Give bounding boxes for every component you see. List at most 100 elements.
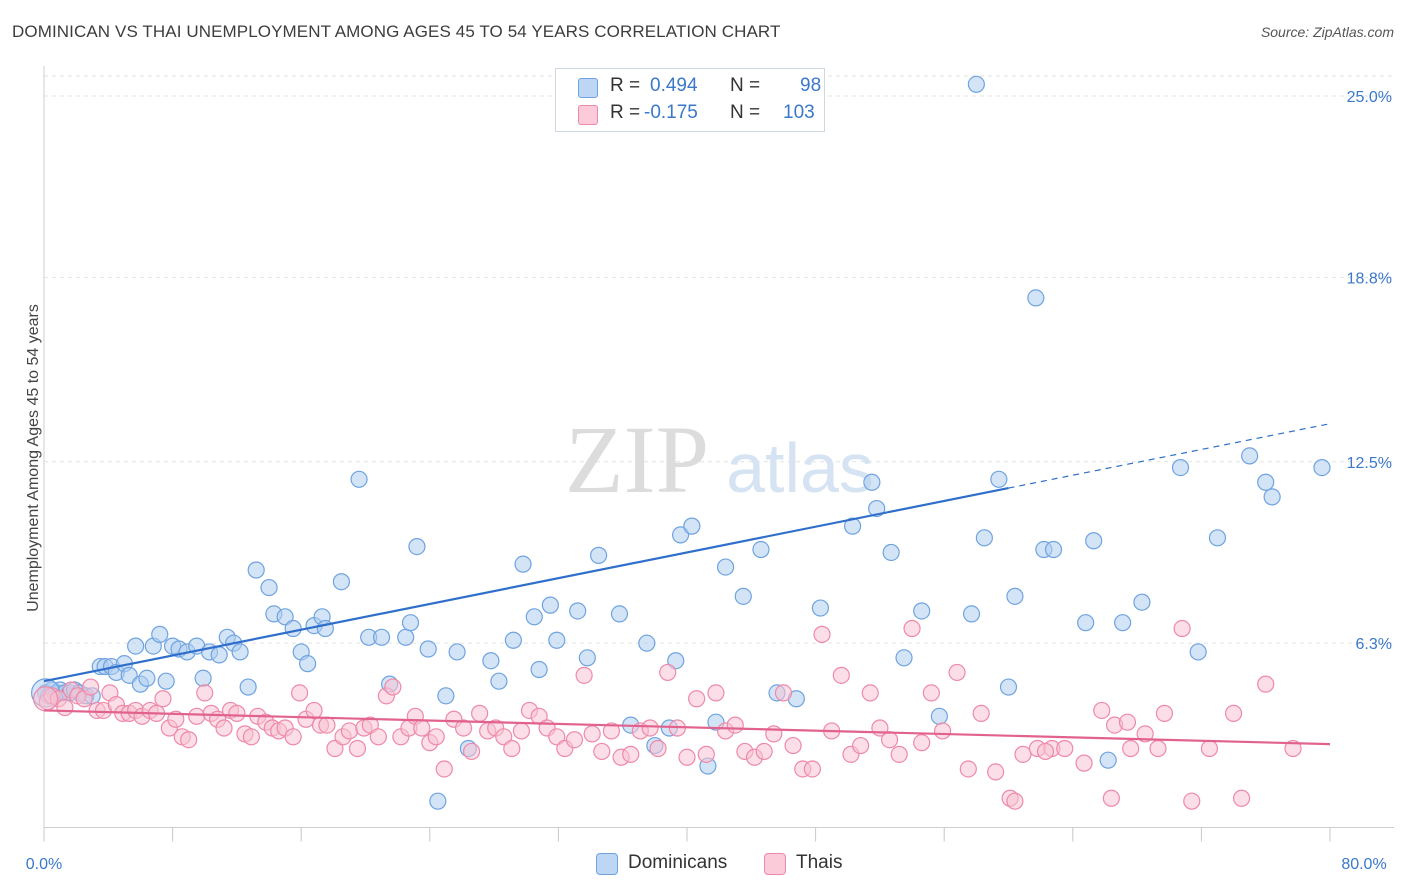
thais-point xyxy=(707,684,725,702)
dominicans-point xyxy=(548,631,566,649)
thais-point xyxy=(1036,742,1055,761)
dominicans-point xyxy=(482,652,500,670)
thais-swatch xyxy=(578,105,598,125)
thais-point xyxy=(305,701,323,720)
thais-point xyxy=(512,722,531,740)
dominicans-point xyxy=(999,678,1018,696)
series-legend: Dominicans Thais xyxy=(0,852,1406,876)
thais-point xyxy=(832,666,850,684)
dominicans-point xyxy=(530,660,548,679)
r-label: R = xyxy=(610,102,641,123)
thais-point xyxy=(913,734,931,752)
thais-point xyxy=(413,719,431,737)
thais-point xyxy=(290,684,309,702)
thais-point xyxy=(933,722,952,740)
n-value: 103 xyxy=(783,102,815,123)
dominicans-point xyxy=(210,646,228,664)
thais-point xyxy=(852,736,870,755)
dominicans-point xyxy=(882,543,900,562)
dominicans-point xyxy=(638,634,656,652)
dominicans-point xyxy=(975,529,993,547)
dominicans-point xyxy=(408,538,426,556)
thais-point xyxy=(228,704,246,722)
thais-point xyxy=(1102,789,1120,807)
thais-point xyxy=(548,728,566,746)
gridlines xyxy=(44,75,1394,644)
n-value: 98 xyxy=(800,75,822,96)
thais-point xyxy=(1149,739,1167,758)
thais-point xyxy=(427,728,445,746)
dominicans-point xyxy=(1133,593,1151,611)
thais-point xyxy=(1224,704,1243,722)
thais-point xyxy=(803,760,821,778)
thais-point xyxy=(972,704,990,722)
dominicans-point xyxy=(350,470,368,488)
dominicans-point xyxy=(1044,540,1063,559)
dominicans-trend-line xyxy=(43,487,1009,683)
thais-point xyxy=(602,722,621,740)
thais-point xyxy=(1155,704,1174,722)
dominicans-point xyxy=(863,473,881,491)
dominicans-point xyxy=(734,587,752,605)
dominicans-point xyxy=(683,517,701,535)
x-tick-label: 80.0% xyxy=(1341,856,1386,873)
thais-point xyxy=(641,719,659,737)
dominicans-point xyxy=(578,649,596,667)
thais-point xyxy=(1118,713,1137,731)
thais-point xyxy=(154,690,172,708)
dominicans-point xyxy=(525,608,543,626)
thais-point xyxy=(435,760,453,778)
dominicans-point xyxy=(895,649,913,667)
thais-point xyxy=(242,728,260,746)
tick-labels: 6.3% 12.5% 18.8% 25.0% 0.0% 80.0% xyxy=(26,89,1392,873)
thais-point xyxy=(861,684,879,702)
dominicans-point xyxy=(1114,614,1132,632)
dominicans-point xyxy=(504,631,522,649)
thais-point xyxy=(340,722,359,740)
y-tick-label: 6.3% xyxy=(1356,636,1392,653)
dominicans-point xyxy=(284,619,302,638)
dominicans-point xyxy=(1241,447,1259,465)
dominicans-point xyxy=(429,792,447,810)
thais-point xyxy=(1056,739,1074,758)
r-value: 0.494 xyxy=(650,75,698,96)
dominicans-point xyxy=(120,666,138,684)
dominicans-point xyxy=(811,599,830,617)
dominicans-point xyxy=(913,602,931,620)
dominicans-point xyxy=(569,602,587,620)
dominicans-point xyxy=(490,672,508,690)
dominicans-point xyxy=(276,608,294,626)
thais-point xyxy=(593,742,611,761)
dominicans-point xyxy=(448,643,466,661)
thais-point xyxy=(348,739,367,758)
thais-point xyxy=(922,684,940,702)
thais-point xyxy=(987,763,1005,781)
dominicans-point xyxy=(541,596,559,614)
y-axis-label: Unemployment Among Ages 45 to 54 years xyxy=(25,304,42,612)
thais-point xyxy=(1075,754,1093,772)
trend-lines xyxy=(43,423,1331,746)
watermark-zip: ZIP xyxy=(565,406,709,513)
thais-point xyxy=(1006,792,1024,810)
thais-point xyxy=(1093,701,1111,720)
dominicans-point xyxy=(1099,751,1117,769)
dominicans-point xyxy=(667,652,685,670)
watermark: ZIP atlas xyxy=(565,406,874,513)
dominicans-point xyxy=(397,628,415,646)
watermark-atlas: atlas xyxy=(726,429,874,507)
thais-point xyxy=(774,684,793,702)
source-label: Source: ZipAtlas.com xyxy=(1260,24,1394,40)
thais-trend-line xyxy=(43,709,1331,746)
r-value: -0.175 xyxy=(644,102,698,123)
n-label: N = xyxy=(730,75,761,96)
thais-point xyxy=(890,745,908,763)
dominicans-point xyxy=(962,605,981,623)
thais-point xyxy=(180,731,198,749)
dominicans-point xyxy=(1189,643,1207,661)
dominicans-point xyxy=(151,625,169,643)
dominicans-point xyxy=(372,628,391,646)
thais-point xyxy=(659,663,677,682)
thais-point xyxy=(326,739,344,758)
dominicans-point xyxy=(419,640,437,658)
